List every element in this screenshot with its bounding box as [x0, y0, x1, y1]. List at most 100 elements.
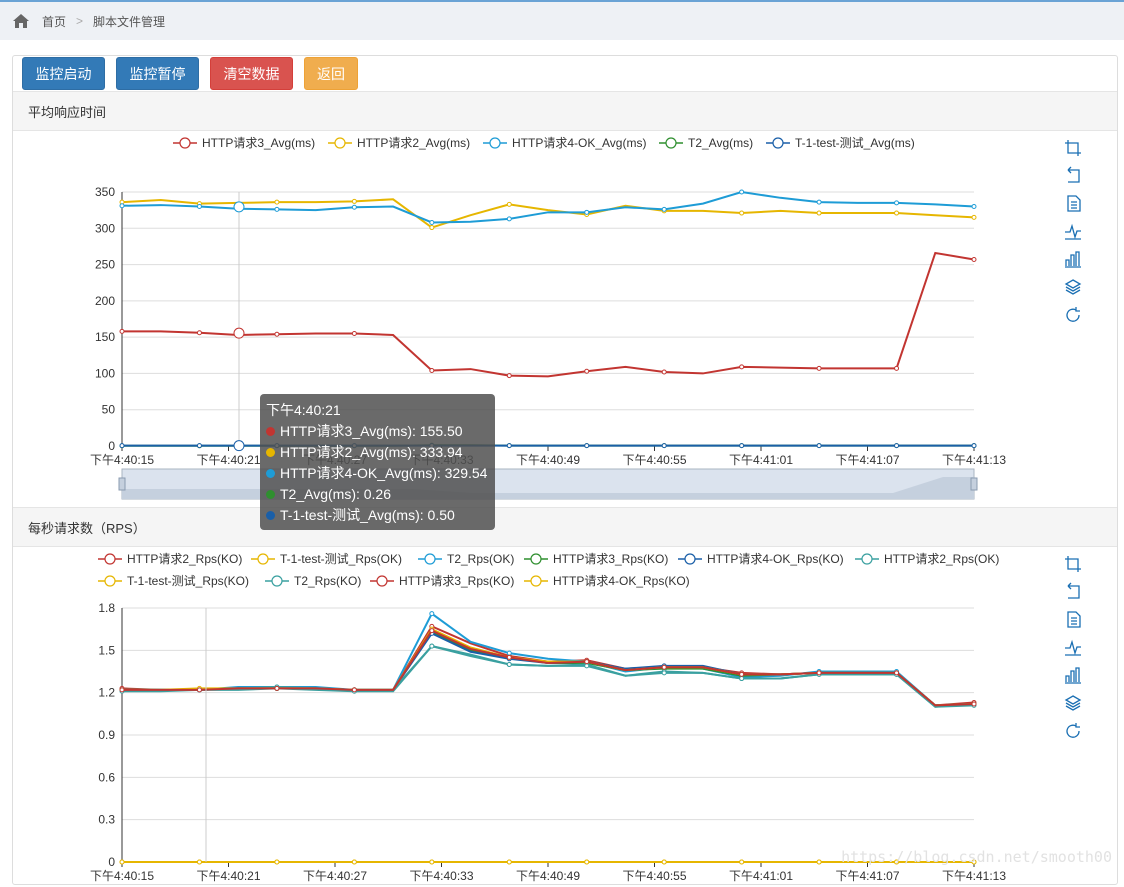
legend-item[interactable]: HTTP请求4-OK_Avg(ms)	[483, 136, 646, 150]
data-point[interactable]	[894, 859, 900, 865]
data-point[interactable]	[119, 859, 125, 865]
clear-data-button[interactable]: 清空数据	[210, 57, 293, 90]
data-zoom-slider[interactable]	[118, 468, 978, 500]
data-point[interactable]	[429, 219, 435, 225]
data-point[interactable]	[971, 256, 977, 262]
zoom-reset-icon[interactable]	[1067, 166, 1080, 183]
data-point[interactable]	[971, 859, 977, 865]
data-point[interactable]	[894, 210, 900, 216]
data-point[interactable]	[971, 204, 977, 210]
data-point[interactable]	[196, 859, 202, 865]
data-point[interactable]	[506, 443, 512, 449]
data-point[interactable]	[506, 654, 512, 660]
data-point[interactable]	[506, 650, 512, 656]
legend-item[interactable]: HTTP请求4-OK_Rps(KO)	[678, 552, 844, 566]
data-point[interactable]	[506, 859, 512, 865]
data-point[interactable]	[584, 443, 590, 449]
data-point[interactable]	[894, 443, 900, 449]
data-point[interactable]	[584, 368, 590, 374]
data-point[interactable]	[739, 364, 745, 370]
data-point[interactable]	[894, 365, 900, 371]
data-point[interactable]	[816, 199, 822, 205]
data-point[interactable]	[739, 859, 745, 865]
legend-item[interactable]: HTTP请求3_Rps(KO)	[524, 552, 668, 566]
data-point[interactable]	[971, 443, 977, 449]
legend-item[interactable]: T2_Rps(KO)	[265, 574, 361, 588]
data-point[interactable]	[274, 859, 280, 865]
data-point[interactable]	[661, 664, 667, 670]
data-point[interactable]	[584, 659, 590, 665]
legend-item[interactable]: HTTP请求2_Rps(KO)	[98, 552, 242, 566]
stack-icon[interactable]	[1064, 279, 1082, 295]
data-point[interactable]	[506, 661, 512, 667]
data-point[interactable]	[661, 443, 667, 449]
data-point[interactable]	[971, 214, 977, 220]
data-point[interactable]	[119, 443, 125, 449]
data-point[interactable]	[351, 198, 357, 204]
data-point[interactable]	[274, 206, 280, 212]
data-point[interactable]	[429, 643, 435, 649]
line-switch-icon[interactable]	[1065, 639, 1081, 656]
start-monitor-button[interactable]: 监控启动	[22, 57, 105, 90]
data-point[interactable]	[894, 200, 900, 206]
data-point[interactable]	[429, 368, 435, 374]
legend-item[interactable]: T-1-test-测试_Avg(ms)	[766, 135, 915, 150]
zoom-icon[interactable]	[1065, 140, 1081, 156]
legend-item[interactable]: T2_Avg(ms)	[659, 136, 753, 150]
bar-switch-icon[interactable]	[1065, 251, 1081, 268]
legend-item[interactable]: HTTP请求2_Avg(ms)	[328, 136, 470, 150]
data-point[interactable]	[274, 199, 280, 205]
data-point[interactable]	[816, 365, 822, 371]
line-switch-icon[interactable]	[1065, 223, 1081, 240]
legend-item[interactable]: HTTP请求3_Rps(KO)	[370, 574, 514, 588]
home-icon[interactable]	[12, 13, 30, 29]
data-point[interactable]	[351, 859, 357, 865]
legend-item[interactable]: T2_Rps(OK)	[418, 552, 514, 566]
data-point[interactable]	[661, 859, 667, 865]
data-point[interactable]	[661, 369, 667, 375]
data-point[interactable]	[739, 676, 745, 682]
data-point[interactable]	[119, 203, 125, 209]
data-point[interactable]	[816, 210, 822, 216]
data-point[interactable]	[429, 628, 435, 634]
restore-icon[interactable]	[1066, 307, 1080, 322]
restore-icon[interactable]	[1066, 723, 1080, 738]
data-point[interactable]	[584, 209, 590, 215]
data-point[interactable]	[894, 670, 900, 676]
data-point[interactable]	[119, 687, 125, 693]
data-view-icon[interactable]	[1067, 611, 1081, 628]
data-point[interactable]	[274, 685, 280, 691]
bar-switch-icon[interactable]	[1065, 667, 1081, 684]
data-view-icon[interactable]	[1067, 195, 1081, 212]
data-point[interactable]	[429, 225, 435, 231]
data-point[interactable]	[196, 443, 202, 449]
data-point[interactable]	[739, 443, 745, 449]
data-point[interactable]	[429, 859, 435, 865]
legend-item[interactable]: HTTP请求2_Rps(OK)	[855, 552, 999, 566]
data-point[interactable]	[816, 670, 822, 676]
data-zoom-right-handle[interactable]	[970, 477, 978, 491]
data-point[interactable]	[196, 687, 202, 693]
data-point[interactable]	[816, 443, 822, 449]
data-zoom-left-handle[interactable]	[118, 477, 126, 491]
data-point[interactable]	[196, 330, 202, 336]
stack-icon[interactable]	[1064, 695, 1082, 711]
data-point[interactable]	[739, 671, 745, 677]
legend-item[interactable]: HTTP请求4-OK_Rps(KO)	[524, 574, 690, 588]
zoom-icon[interactable]	[1065, 556, 1081, 572]
breadcrumb-home-link[interactable]: 首页	[42, 14, 67, 29]
data-point[interactable]	[584, 859, 590, 865]
zoom-reset-icon[interactable]	[1067, 582, 1080, 599]
data-point[interactable]	[429, 611, 435, 617]
data-point[interactable]	[506, 201, 512, 207]
back-button[interactable]: 返回	[304, 57, 358, 90]
data-point[interactable]	[971, 701, 977, 707]
pause-monitor-button[interactable]: 监控暂停	[116, 57, 199, 90]
data-point[interactable]	[196, 204, 202, 210]
data-point[interactable]	[351, 687, 357, 693]
data-point[interactable]	[661, 670, 667, 676]
legend-item[interactable]: T-1-test-测试_Rps(KO)	[98, 573, 249, 588]
legend-item[interactable]: HTTP请求3_Avg(ms)	[173, 136, 315, 150]
data-point[interactable]	[506, 216, 512, 222]
data-point[interactable]	[351, 331, 357, 337]
